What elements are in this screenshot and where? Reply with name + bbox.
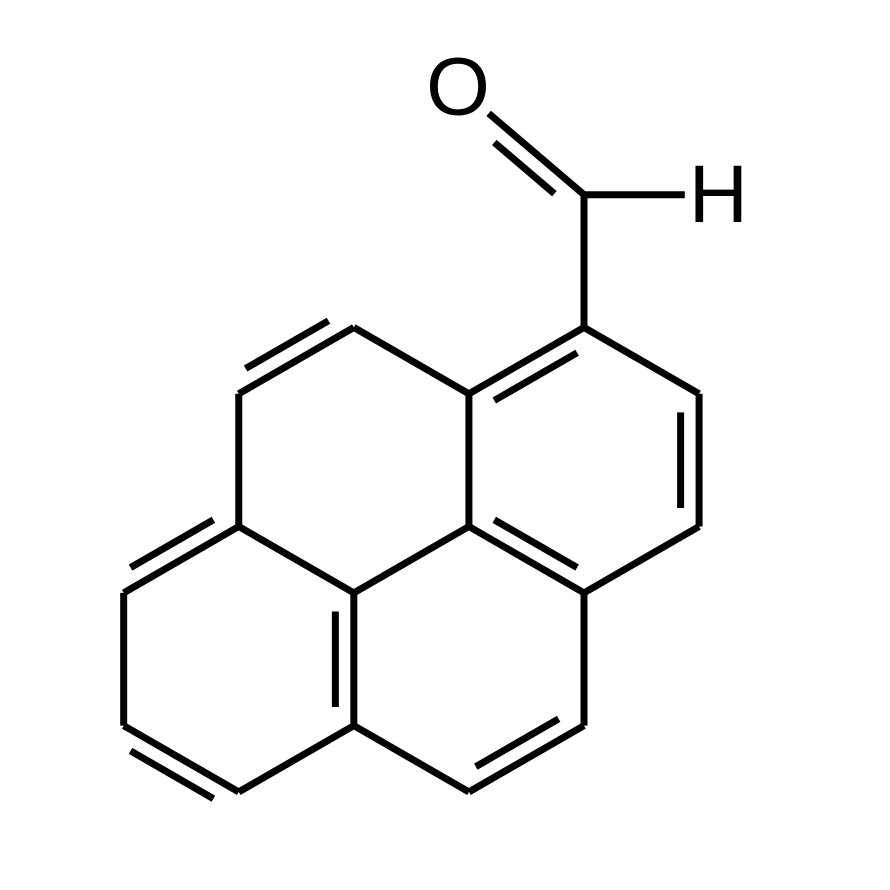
bond-line bbox=[494, 142, 554, 193]
bond-line bbox=[354, 327, 469, 393]
bond-line bbox=[494, 520, 577, 568]
bond-line bbox=[239, 527, 354, 593]
bond-line bbox=[494, 353, 577, 401]
bond-line bbox=[354, 726, 469, 792]
chemical-structure-diagram: OH bbox=[0, 0, 890, 890]
molecule-drawing: OH bbox=[124, 42, 748, 799]
atom-label-h: H bbox=[689, 149, 748, 240]
bond-line bbox=[354, 527, 469, 593]
bond-line bbox=[584, 327, 699, 393]
bond-line bbox=[239, 726, 354, 792]
bond-line bbox=[246, 321, 329, 369]
bond-line bbox=[584, 527, 699, 593]
bond-line bbox=[476, 719, 559, 767]
bond-line bbox=[131, 520, 214, 568]
bond-line bbox=[131, 751, 214, 799]
atom-label-o: O bbox=[426, 42, 490, 133]
